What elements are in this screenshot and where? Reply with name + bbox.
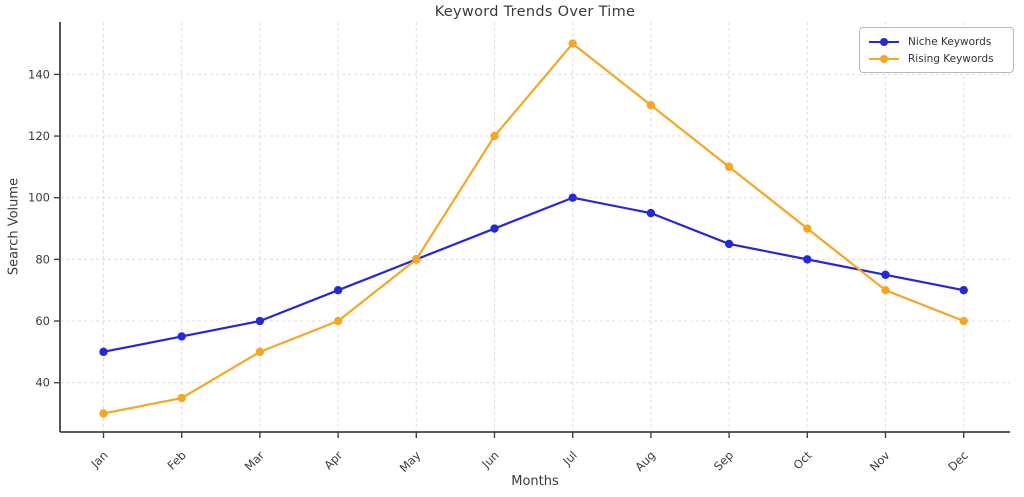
- x-tick-label: Dec: [945, 448, 971, 474]
- y-tick-label: 40: [35, 376, 50, 390]
- legend-item: Niche Keywords: [869, 33, 1005, 50]
- y-tick-label: 80: [35, 252, 50, 266]
- data-point-rising-keywords: [490, 131, 499, 141]
- data-point-niche-keywords: [646, 208, 656, 218]
- x-axis-label: Months: [511, 474, 559, 489]
- data-point-niche-keywords: [881, 270, 890, 279]
- data-point-rising-keywords: [177, 393, 186, 403]
- x-tick-label: Sep: [711, 448, 736, 473]
- data-point-niche-keywords: [99, 347, 108, 357]
- data-point-rising-keywords: [255, 347, 265, 357]
- chart-title: Keyword Trends Over Time: [434, 4, 636, 20]
- legend-line-marker-icon: [869, 37, 899, 47]
- data-point-niche-keywords: [177, 332, 186, 341]
- x-tick-label: Jan: [87, 448, 110, 471]
- data-point-rising-keywords: [568, 39, 577, 48]
- y-tick-label: 140: [28, 67, 50, 81]
- data-point-niche-keywords: [333, 285, 343, 295]
- x-tick-label: Aug: [632, 448, 658, 474]
- data-point-niche-keywords: [724, 239, 734, 249]
- legend-label: Rising Keywords: [908, 52, 994, 65]
- legend-line-marker-icon: [869, 54, 899, 64]
- series-line-niche-keywords: [102, 196, 965, 353]
- data-point-niche-keywords: [568, 193, 577, 202]
- legend-item: Rising Keywords: [869, 50, 1005, 67]
- data-point-niche-keywords: [803, 255, 812, 264]
- data-point-niche-keywords: [255, 316, 265, 326]
- data-point-niche-keywords: [490, 224, 499, 233]
- data-point-rising-keywords: [959, 316, 968, 326]
- legend-label: Niche Keywords: [908, 35, 992, 48]
- x-tick-label: Feb: [165, 448, 189, 472]
- x-tick-label: Nov: [867, 448, 893, 474]
- x-tick-label: Mar: [242, 448, 267, 473]
- data-point-niche-keywords: [959, 285, 968, 295]
- x-tick-label: Apr: [321, 448, 345, 472]
- y-tick-label: 60: [35, 314, 50, 328]
- data-point-rising-keywords: [99, 409, 108, 418]
- x-tick-label: May: [397, 448, 424, 475]
- x-tick-label: Jun: [478, 448, 501, 471]
- legend: Niche Keywords Rising Keywords: [859, 27, 1014, 73]
- data-point-rising-keywords: [881, 285, 890, 295]
- data-point-rising-keywords: [803, 224, 812, 233]
- data-point-rising-keywords: [412, 255, 421, 264]
- y-tick-label: 120: [28, 129, 50, 143]
- x-tick-label: Oct: [790, 448, 814, 472]
- series-line-rising-keywords: [102, 42, 965, 415]
- data-point-rising-keywords: [333, 316, 343, 326]
- data-point-rising-keywords: [724, 162, 734, 172]
- data-point-rising-keywords: [646, 101, 656, 110]
- x-tick-label: Jul: [559, 448, 579, 468]
- y-tick-label: 100: [28, 191, 50, 205]
